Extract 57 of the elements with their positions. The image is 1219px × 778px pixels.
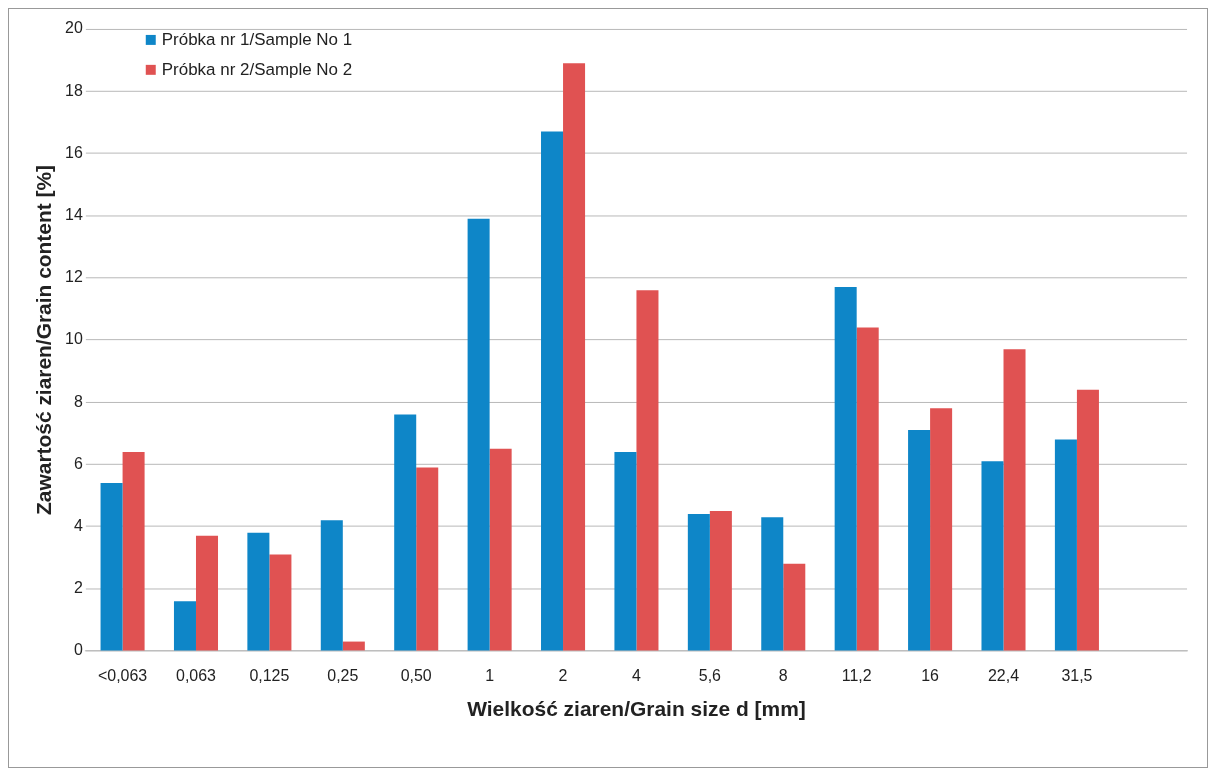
x-tick-label: 1 xyxy=(485,666,495,684)
bar xyxy=(563,63,586,651)
y-tick-label: 6 xyxy=(73,454,83,472)
y-tick-label: 10 xyxy=(65,330,83,348)
x-tick-label: 11,2 xyxy=(841,666,872,684)
y-tick-label: 18 xyxy=(65,81,83,99)
bar xyxy=(489,448,512,651)
x-tick-label: 4 xyxy=(632,666,642,684)
bar xyxy=(614,451,637,651)
x-tick-label: 22,4 xyxy=(987,666,1020,684)
bar xyxy=(636,290,659,651)
bar xyxy=(122,451,145,651)
y-tick-label: 2 xyxy=(73,579,83,597)
x-tick-label: 5,6 xyxy=(698,666,722,684)
x-tick-label: 8 xyxy=(778,666,788,684)
bar xyxy=(856,327,879,651)
bar xyxy=(687,514,710,651)
bar xyxy=(930,408,953,651)
y-tick-label: 4 xyxy=(73,516,83,534)
y-tick-label: 12 xyxy=(65,268,83,286)
bar xyxy=(1054,439,1077,651)
bar xyxy=(394,414,417,651)
bar xyxy=(834,287,857,651)
x-axis-title: Wielkość ziaren/Grain size d [mm] xyxy=(467,697,806,721)
bar xyxy=(709,510,732,651)
bar xyxy=(195,535,219,651)
x-tick-label: 16 xyxy=(921,666,940,684)
x-tick-label: 2 xyxy=(558,666,568,684)
y-tick-label: 8 xyxy=(73,392,83,410)
y-tick-label: 0 xyxy=(73,641,83,659)
legend-label: Próbka nr 1/Sample No 1 xyxy=(161,29,353,49)
bar xyxy=(541,131,564,651)
bar xyxy=(173,601,196,651)
bar xyxy=(981,461,1004,651)
y-tick-label: 20 xyxy=(65,19,83,37)
bar xyxy=(783,563,806,651)
x-tick-label: 0,125 xyxy=(249,666,290,684)
bar xyxy=(342,641,365,651)
legend-label: Próbka nr 2/Sample No 2 xyxy=(161,59,353,79)
x-tick-label: <0,063 xyxy=(97,666,148,684)
y-tick-label: 14 xyxy=(65,205,83,223)
x-tick-label: 0,063 xyxy=(176,666,217,684)
bar xyxy=(1076,389,1099,651)
bar xyxy=(761,517,784,651)
bar xyxy=(908,430,931,651)
bar xyxy=(247,532,270,651)
x-tick-label: 31,5 xyxy=(1061,666,1093,684)
bar xyxy=(269,554,292,651)
bar xyxy=(100,482,123,651)
x-tick-label: 0,25 xyxy=(327,666,359,684)
x-tick-label: 0,50 xyxy=(400,666,432,684)
bar xyxy=(1003,349,1026,651)
y-axis-title: Zawartość ziaren/Grain content [%] xyxy=(32,164,56,515)
bar xyxy=(467,218,490,651)
bar xyxy=(416,467,439,651)
y-tick-label: 16 xyxy=(65,143,83,161)
bar xyxy=(320,520,343,651)
